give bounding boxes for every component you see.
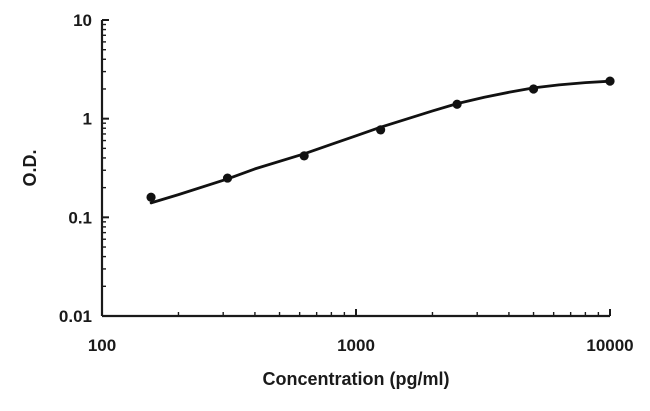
data-point — [299, 151, 309, 161]
x-tick-label: 10000 — [586, 336, 633, 355]
data-point — [528, 84, 539, 94]
data-point — [376, 125, 386, 135]
data-point — [222, 173, 233, 183]
data-layer — [146, 76, 615, 205]
y-tick-label: 10 — [73, 11, 92, 30]
axes-layer: 10 1 0.1 0.01 100 1000 10000 — [59, 11, 634, 355]
x-tick-label: 1000 — [337, 336, 375, 355]
y-tick-label: 0.01 — [59, 307, 92, 326]
x-axis-title: Concentration (pg/ml) — [263, 369, 450, 389]
data-point — [146, 192, 156, 202]
y-tick-label: 0.1 — [68, 208, 92, 227]
data-point — [605, 76, 615, 86]
y-tick-label: 1 — [83, 110, 92, 129]
fit-curve-line — [149, 79, 612, 205]
label-layer: Concentration (pg/ml) O.D. — [20, 149, 450, 389]
x-tick-label: 100 — [88, 336, 116, 355]
y-axis-title: O.D. — [20, 149, 40, 186]
data-point — [452, 99, 462, 109]
